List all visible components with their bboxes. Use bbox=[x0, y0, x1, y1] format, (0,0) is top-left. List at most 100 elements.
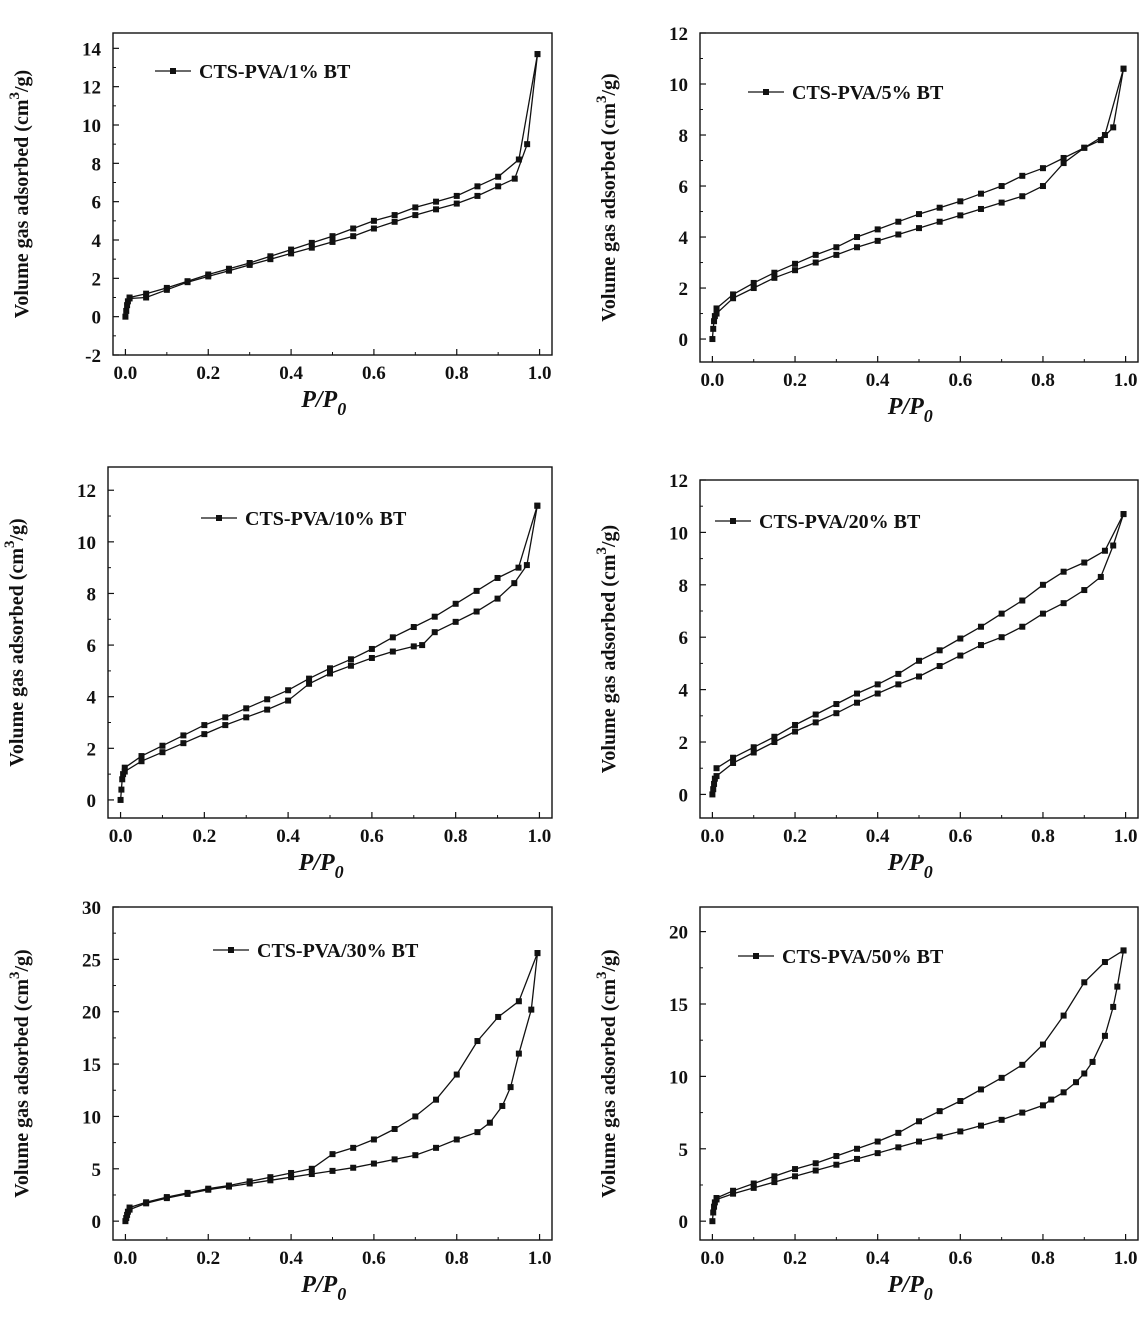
data-point-adsorption bbox=[713, 310, 720, 317]
x-axis-label: P/P0 bbox=[887, 394, 933, 426]
data-point-desorption bbox=[812, 711, 819, 718]
data-point-adsorption bbox=[1114, 983, 1121, 990]
y-axis-label: Volume gas adsorbed (cm3/g) bbox=[2, 518, 28, 766]
data-point-adsorption bbox=[308, 244, 315, 251]
data-point-desorption bbox=[792, 721, 799, 728]
data-point-desorption bbox=[1019, 172, 1026, 179]
data-point-adsorption bbox=[957, 652, 964, 659]
data-point-adsorption bbox=[433, 1144, 440, 1151]
data-point-desorption bbox=[288, 1169, 295, 1176]
y-tick-label: 30 bbox=[82, 898, 101, 919]
data-point-desorption bbox=[895, 218, 902, 225]
data-point-desorption bbox=[246, 1178, 253, 1185]
data-point-adsorption bbox=[710, 1209, 717, 1216]
data-point-adsorption bbox=[122, 313, 129, 320]
data-point-desorption bbox=[143, 1199, 150, 1206]
panel-cts-pva-20pct-bt: 0.0 0.2 0.4 0.6 0.8 1.0 0 2 4 6 8 10 12 P/P0 Volume ga… bbox=[594, 471, 1139, 882]
x-tick-label: 1.0 bbox=[1114, 1248, 1138, 1269]
y-tick-label: 2 bbox=[87, 739, 97, 760]
data-point-adsorption bbox=[1048, 1096, 1055, 1103]
data-point-desorption bbox=[474, 183, 481, 190]
data-point-desorption bbox=[138, 753, 145, 760]
y-tick-label: 10 bbox=[82, 1107, 101, 1128]
data-point-desorption bbox=[833, 1153, 840, 1160]
x-tick-label: 0.2 bbox=[783, 1248, 807, 1269]
y-tick-label: 2 bbox=[679, 733, 689, 754]
data-point-desorption bbox=[329, 1151, 336, 1158]
data-point-desorption bbox=[730, 291, 737, 298]
data-point-desorption bbox=[222, 714, 229, 721]
data-point-desorption bbox=[936, 647, 943, 654]
data-point-adsorption bbox=[122, 1218, 129, 1225]
data-point-desorption bbox=[452, 600, 459, 607]
data-point-desorption bbox=[792, 1166, 799, 1173]
series-line-desorption bbox=[716, 513, 1125, 769]
y-tick-label: 8 bbox=[87, 584, 97, 605]
data-point-desorption bbox=[957, 1098, 964, 1105]
data-point-adsorption bbox=[854, 699, 861, 706]
data-point-adsorption bbox=[998, 199, 1005, 206]
data-point-desorption bbox=[1081, 979, 1088, 986]
y-tick-label: 0 bbox=[679, 785, 689, 806]
data-point-desorption bbox=[412, 204, 419, 211]
data-point-adsorption bbox=[1081, 587, 1088, 594]
data-point-desorption bbox=[936, 1108, 943, 1115]
data-point-desorption bbox=[534, 502, 541, 509]
data-point-adsorption bbox=[453, 200, 460, 207]
data-point-desorption bbox=[329, 233, 336, 240]
data-point-desorption bbox=[977, 1086, 984, 1093]
data-point-desorption bbox=[977, 190, 984, 197]
x-axis-label: P/P0 bbox=[887, 850, 933, 882]
legend-marker bbox=[753, 953, 759, 959]
data-point-adsorption bbox=[895, 1144, 902, 1151]
data-point-desorption bbox=[713, 1195, 720, 1202]
data-point-desorption bbox=[1060, 154, 1067, 161]
data-point-adsorption bbox=[222, 722, 229, 729]
data-point-adsorption bbox=[874, 690, 881, 697]
x-tick-label: 0.8 bbox=[444, 826, 468, 847]
x-tick-label: 0.8 bbox=[445, 1248, 469, 1269]
data-point-desorption bbox=[812, 1160, 819, 1167]
data-point-adsorption bbox=[874, 237, 881, 244]
x-tick-label: 0.4 bbox=[866, 370, 890, 391]
data-point-desorption bbox=[771, 1173, 778, 1180]
data-point-adsorption bbox=[453, 1136, 460, 1143]
data-point-adsorption bbox=[494, 595, 501, 602]
data-point-adsorption bbox=[285, 697, 292, 704]
data-point-adsorption bbox=[1097, 137, 1104, 144]
data-point-desorption bbox=[534, 51, 541, 58]
data-point-desorption bbox=[515, 998, 522, 1005]
y-tick-label: 5 bbox=[679, 1140, 689, 1161]
y-tick-label: 12 bbox=[669, 471, 688, 492]
y-tick-label: 10 bbox=[669, 523, 688, 544]
x-tick-label: 0.0 bbox=[109, 826, 133, 847]
data-point-adsorption bbox=[730, 759, 737, 766]
y-tick-label: 0 bbox=[92, 308, 102, 329]
data-point-desorption bbox=[812, 251, 819, 258]
data-point-desorption bbox=[1081, 559, 1088, 566]
data-point-desorption bbox=[730, 754, 737, 761]
data-point-desorption bbox=[1039, 165, 1046, 172]
data-point-desorption bbox=[159, 742, 166, 749]
series-line-desorption bbox=[716, 68, 1125, 309]
data-point-desorption bbox=[308, 1165, 315, 1172]
data-point-desorption bbox=[874, 681, 881, 688]
data-point-desorption bbox=[730, 1187, 737, 1194]
data-point-adsorption bbox=[138, 758, 145, 765]
x-tick-label: 1.0 bbox=[1114, 370, 1138, 391]
data-point-desorption bbox=[713, 765, 720, 772]
data-point-adsorption bbox=[524, 141, 531, 148]
data-point-adsorption bbox=[327, 670, 333, 677]
data-point-desorption bbox=[534, 950, 541, 957]
data-point-desorption bbox=[433, 1096, 440, 1103]
legend-marker bbox=[730, 518, 736, 524]
x-tick-label: 0.4 bbox=[279, 363, 303, 384]
data-point-desorption bbox=[1120, 511, 1127, 518]
series-line-desorption bbox=[124, 505, 538, 769]
data-point-adsorption bbox=[495, 183, 502, 190]
y-tick-label: 12 bbox=[669, 24, 688, 45]
data-point-desorption bbox=[854, 234, 861, 241]
data-point-adsorption bbox=[1097, 573, 1104, 580]
data-point-desorption bbox=[205, 1185, 212, 1192]
y-tick-label: 0 bbox=[679, 1212, 689, 1233]
